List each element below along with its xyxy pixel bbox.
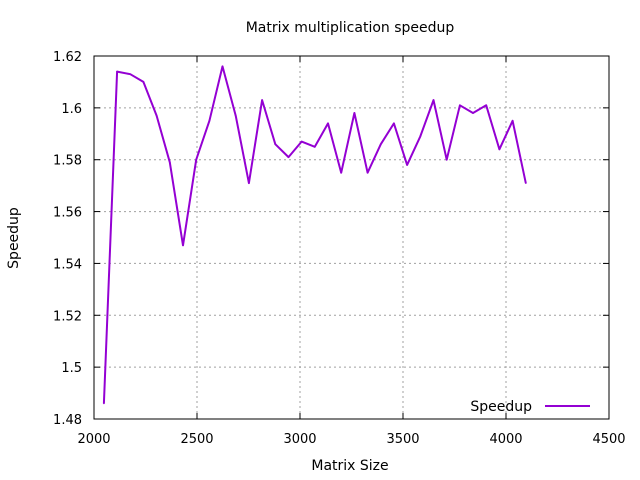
tick-labels: 1.48 1.5 1.52 1.54 1.56 1.58 1.6 1.62 2000 2500 30… bbox=[53, 50, 626, 447]
y-tick-label: 1.52 bbox=[53, 309, 82, 324]
data-point bbox=[393, 122, 395, 125]
data-point bbox=[459, 104, 461, 107]
data-point bbox=[472, 112, 474, 114]
chart-title: Matrix multiplication speedup bbox=[246, 20, 455, 36]
data-point bbox=[498, 148, 501, 151]
data-point bbox=[116, 70, 118, 73]
y-axis-title: Speedup bbox=[6, 207, 22, 269]
data-point bbox=[419, 135, 422, 138]
x-tick-label: 4500 bbox=[592, 432, 625, 447]
data-point bbox=[129, 73, 132, 75]
data-point bbox=[445, 158, 448, 161]
y-tick-label: 1.5 bbox=[61, 361, 82, 376]
series-line-speedup bbox=[102, 65, 527, 404]
y-tick-label: 1.54 bbox=[53, 257, 82, 272]
data-point bbox=[208, 120, 211, 122]
data-point bbox=[353, 112, 356, 114]
x-tick-label: 4000 bbox=[489, 432, 522, 447]
axis-ticks bbox=[93, 55, 610, 420]
x-axis-title: Matrix Size bbox=[311, 458, 388, 474]
data-point bbox=[274, 143, 277, 145]
plot-frame bbox=[93, 55, 610, 420]
legend-label: Speedup bbox=[470, 399, 532, 415]
y-tick-label: 1.48 bbox=[53, 413, 82, 428]
x-tick-label: 2500 bbox=[180, 432, 213, 447]
series-layer bbox=[102, 65, 527, 405]
y-tick-label: 1.58 bbox=[53, 154, 82, 169]
data-point bbox=[366, 171, 369, 174]
data-point bbox=[248, 182, 250, 184]
data-point bbox=[287, 156, 290, 158]
data-point bbox=[182, 244, 184, 247]
x-tick-label: 2000 bbox=[77, 432, 110, 447]
data-point bbox=[155, 114, 158, 117]
legend: Speedup bbox=[470, 399, 590, 415]
data-point bbox=[314, 146, 316, 148]
data-point bbox=[327, 122, 329, 125]
data-point bbox=[234, 114, 237, 117]
grid bbox=[94, 56, 609, 419]
data-point bbox=[103, 402, 105, 405]
y-tick-label: 1.6 bbox=[61, 102, 82, 117]
data-point bbox=[525, 182, 527, 184]
y-tick-label: 1.56 bbox=[53, 206, 82, 221]
data-point bbox=[169, 161, 171, 164]
y-tick-label: 1.62 bbox=[53, 50, 82, 65]
data-point bbox=[195, 158, 197, 161]
data-point bbox=[221, 65, 224, 68]
data-point bbox=[511, 120, 514, 122]
x-tick-label: 3000 bbox=[283, 432, 316, 447]
data-point bbox=[380, 143, 382, 145]
data-point bbox=[340, 171, 343, 174]
x-tick-label: 3500 bbox=[386, 432, 419, 447]
data-point bbox=[485, 104, 488, 107]
data-point bbox=[406, 164, 408, 166]
data-point bbox=[300, 140, 303, 143]
data-point bbox=[142, 81, 145, 83]
data-point bbox=[261, 99, 263, 101]
data-point bbox=[432, 99, 435, 101]
